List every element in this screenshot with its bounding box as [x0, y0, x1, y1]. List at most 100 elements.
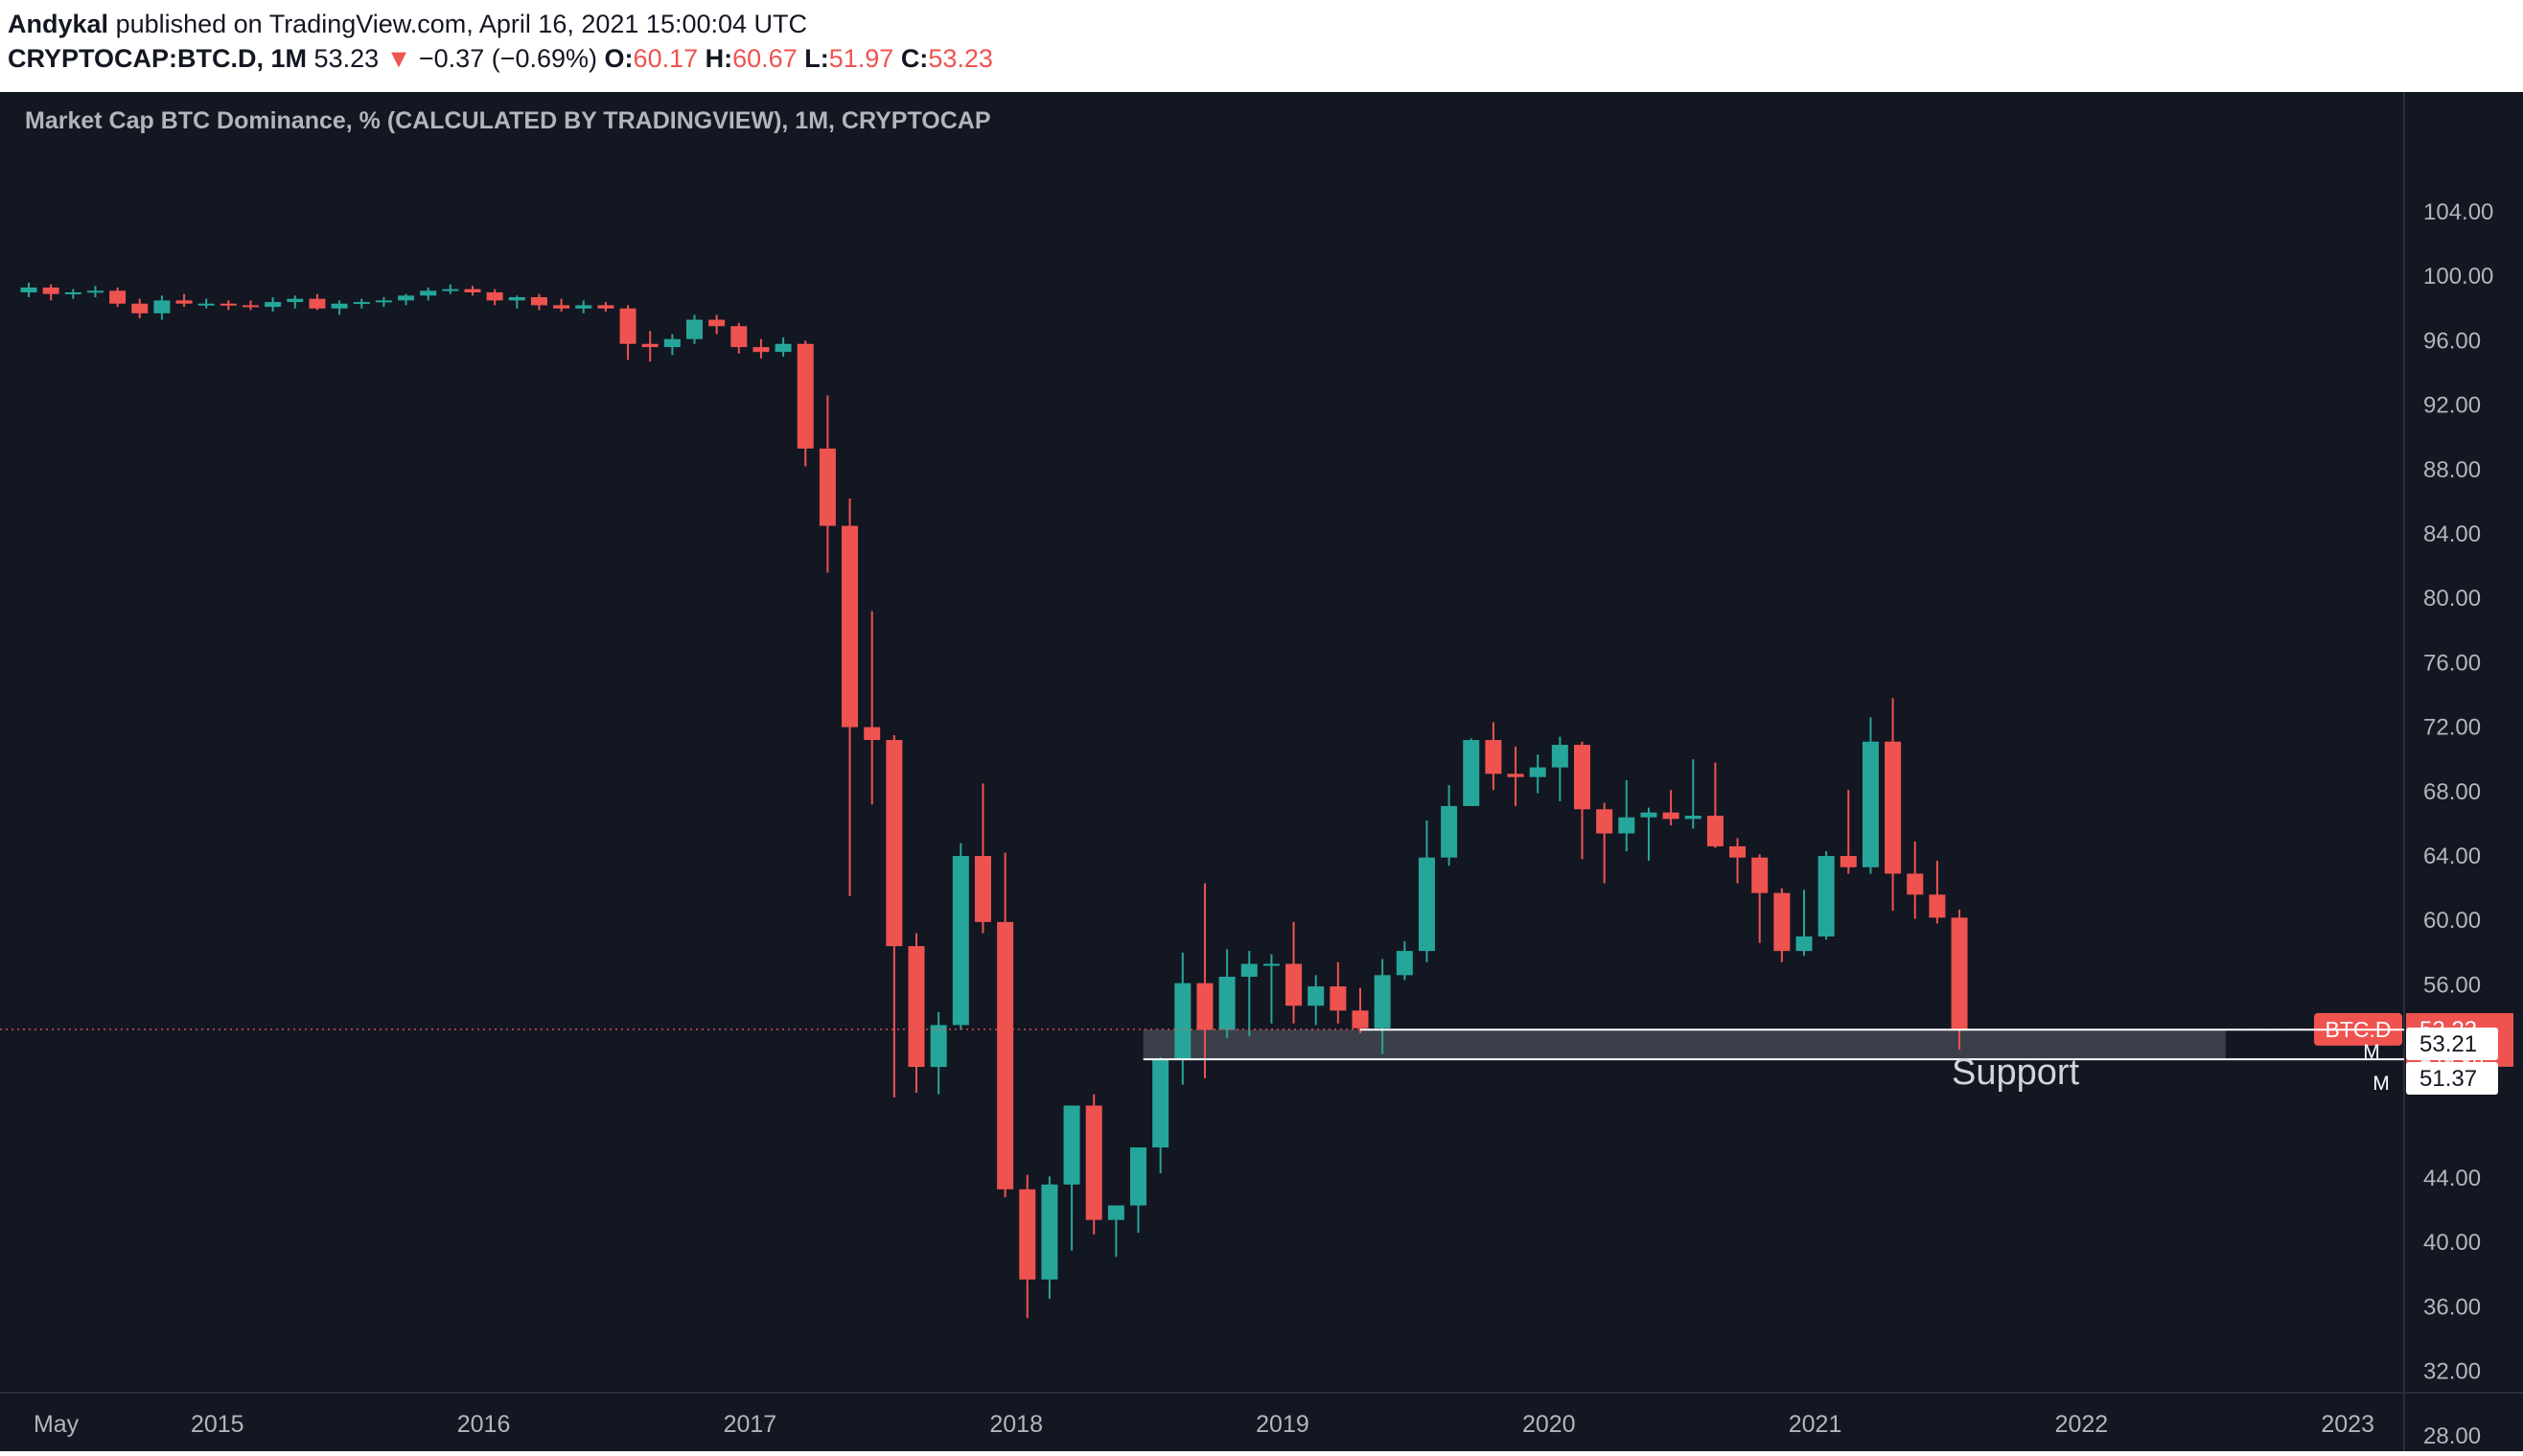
candle-body[interactable] [797, 343, 814, 449]
candle[interactable] [309, 293, 326, 311]
candle[interactable] [775, 337, 792, 358]
candle[interactable] [1640, 807, 1657, 862]
candle-body[interactable] [575, 305, 592, 309]
candle[interactable] [1817, 850, 1835, 940]
candle[interactable] [1330, 961, 1347, 1024]
candle-body[interactable] [1041, 1184, 1058, 1280]
candle-body[interactable] [1463, 740, 1480, 806]
candle-body[interactable] [175, 300, 193, 304]
candle-body[interactable] [1330, 986, 1347, 1011]
candle[interactable] [952, 843, 969, 1030]
candle[interactable] [287, 295, 304, 309]
candle-body[interactable] [1684, 816, 1701, 820]
candle[interactable] [1862, 717, 1879, 874]
candle-body[interactable] [1441, 805, 1458, 858]
candle-body[interactable] [1929, 894, 1946, 918]
chart-panel[interactable]: Market Cap BTC Dominance, % (CALCULATED … [0, 92, 2523, 1451]
candle-body[interactable] [752, 347, 770, 353]
candle[interactable] [86, 286, 104, 298]
candle[interactable] [1463, 738, 1480, 806]
candle[interactable] [597, 302, 614, 312]
candle[interactable] [220, 300, 237, 311]
candle[interactable] [864, 611, 881, 805]
candle[interactable] [530, 293, 547, 311]
candle-body[interactable] [1662, 812, 1679, 820]
candle[interactable] [42, 284, 59, 301]
candle-body[interactable] [64, 292, 81, 294]
candle-body[interactable] [553, 305, 570, 309]
candle-body[interactable] [708, 319, 726, 327]
candle[interactable] [486, 289, 503, 306]
candle[interactable] [1352, 987, 1369, 1033]
candle[interactable] [508, 295, 525, 309]
candle-body[interactable] [1551, 745, 1568, 768]
candle-body[interactable] [663, 338, 681, 348]
candle[interactable] [797, 340, 814, 467]
candle[interactable] [1152, 1057, 1169, 1173]
candle[interactable] [1396, 941, 1413, 981]
candle-body[interactable] [619, 308, 637, 344]
candle-body[interactable] [287, 298, 304, 303]
candle-body[interactable] [197, 303, 215, 306]
candle[interactable] [1019, 1174, 1036, 1319]
candle-body[interactable] [1507, 774, 1524, 777]
candle[interactable] [1885, 698, 1902, 912]
candle-body[interactable] [1706, 816, 1724, 846]
candle-body[interactable] [1795, 936, 1813, 952]
candle-body[interactable] [1729, 845, 1747, 858]
candle[interactable] [1662, 790, 1679, 826]
candle-body[interactable] [1107, 1205, 1124, 1220]
candle-body[interactable] [1840, 856, 1857, 867]
candle-body[interactable] [153, 300, 171, 313]
candle[interactable] [131, 298, 149, 318]
candle[interactable] [708, 314, 726, 335]
candle-body[interactable] [686, 319, 703, 339]
candle[interactable] [375, 297, 392, 308]
candle[interactable] [819, 395, 836, 573]
candles-layer[interactable] [20, 282, 1968, 1319]
candle-body[interactable] [1152, 1058, 1169, 1148]
candle[interactable] [1840, 790, 1857, 874]
candle[interactable] [109, 287, 127, 308]
candle[interactable] [1684, 759, 1701, 829]
candle-body[interactable] [530, 297, 547, 306]
candle-body[interactable] [1396, 951, 1413, 976]
candle-body[interactable] [508, 297, 525, 301]
candle-body[interactable] [20, 287, 37, 292]
candle-body[interactable] [398, 295, 415, 301]
author-name[interactable]: Andykal [8, 10, 109, 38]
candle-body[interactable] [1529, 767, 1546, 777]
candle-body[interactable] [1196, 982, 1214, 1030]
candle[interactable] [1218, 949, 1236, 1038]
candle-body[interactable] [1485, 740, 1502, 774]
candle[interactable] [997, 852, 1014, 1198]
candle[interactable] [842, 498, 859, 896]
candle-body[interactable] [775, 343, 792, 353]
candle-body[interactable] [842, 525, 859, 728]
candle-body[interactable] [1885, 741, 1902, 874]
candle[interactable] [1308, 975, 1325, 1026]
candle[interactable] [1441, 785, 1458, 867]
candle-body[interactable] [1262, 963, 1280, 966]
candle[interactable] [464, 286, 481, 296]
candle-body[interactable] [864, 727, 881, 741]
candle-body[interactable] [641, 343, 659, 348]
candle-body[interactable] [442, 289, 459, 291]
candle-body[interactable] [1240, 963, 1258, 977]
candle-body[interactable] [420, 290, 437, 296]
candle[interactable] [730, 322, 748, 354]
candle-body[interactable] [265, 302, 282, 308]
candle-body[interactable] [42, 287, 59, 294]
candle-body[interactable] [1085, 1105, 1102, 1220]
candle[interactable] [1063, 1105, 1080, 1251]
candle-body[interactable] [997, 921, 1014, 1190]
candle[interactable] [153, 295, 171, 320]
candle[interactable] [442, 284, 459, 294]
candle[interactable] [641, 331, 659, 362]
candle[interactable] [1551, 736, 1568, 801]
candle[interactable] [1951, 909, 1968, 1051]
price-axis[interactable]: 104.00 100.00 96.00 92.00 88.00 84.00 80.00 76.… [2423, 199, 2493, 1449]
candle-body[interactable] [375, 300, 392, 303]
time-axis[interactable]: May 2015 2016 2017 2018 2019 2020 2021 2022 2023 [34, 1411, 2374, 1438]
candle[interactable] [1596, 802, 1613, 884]
